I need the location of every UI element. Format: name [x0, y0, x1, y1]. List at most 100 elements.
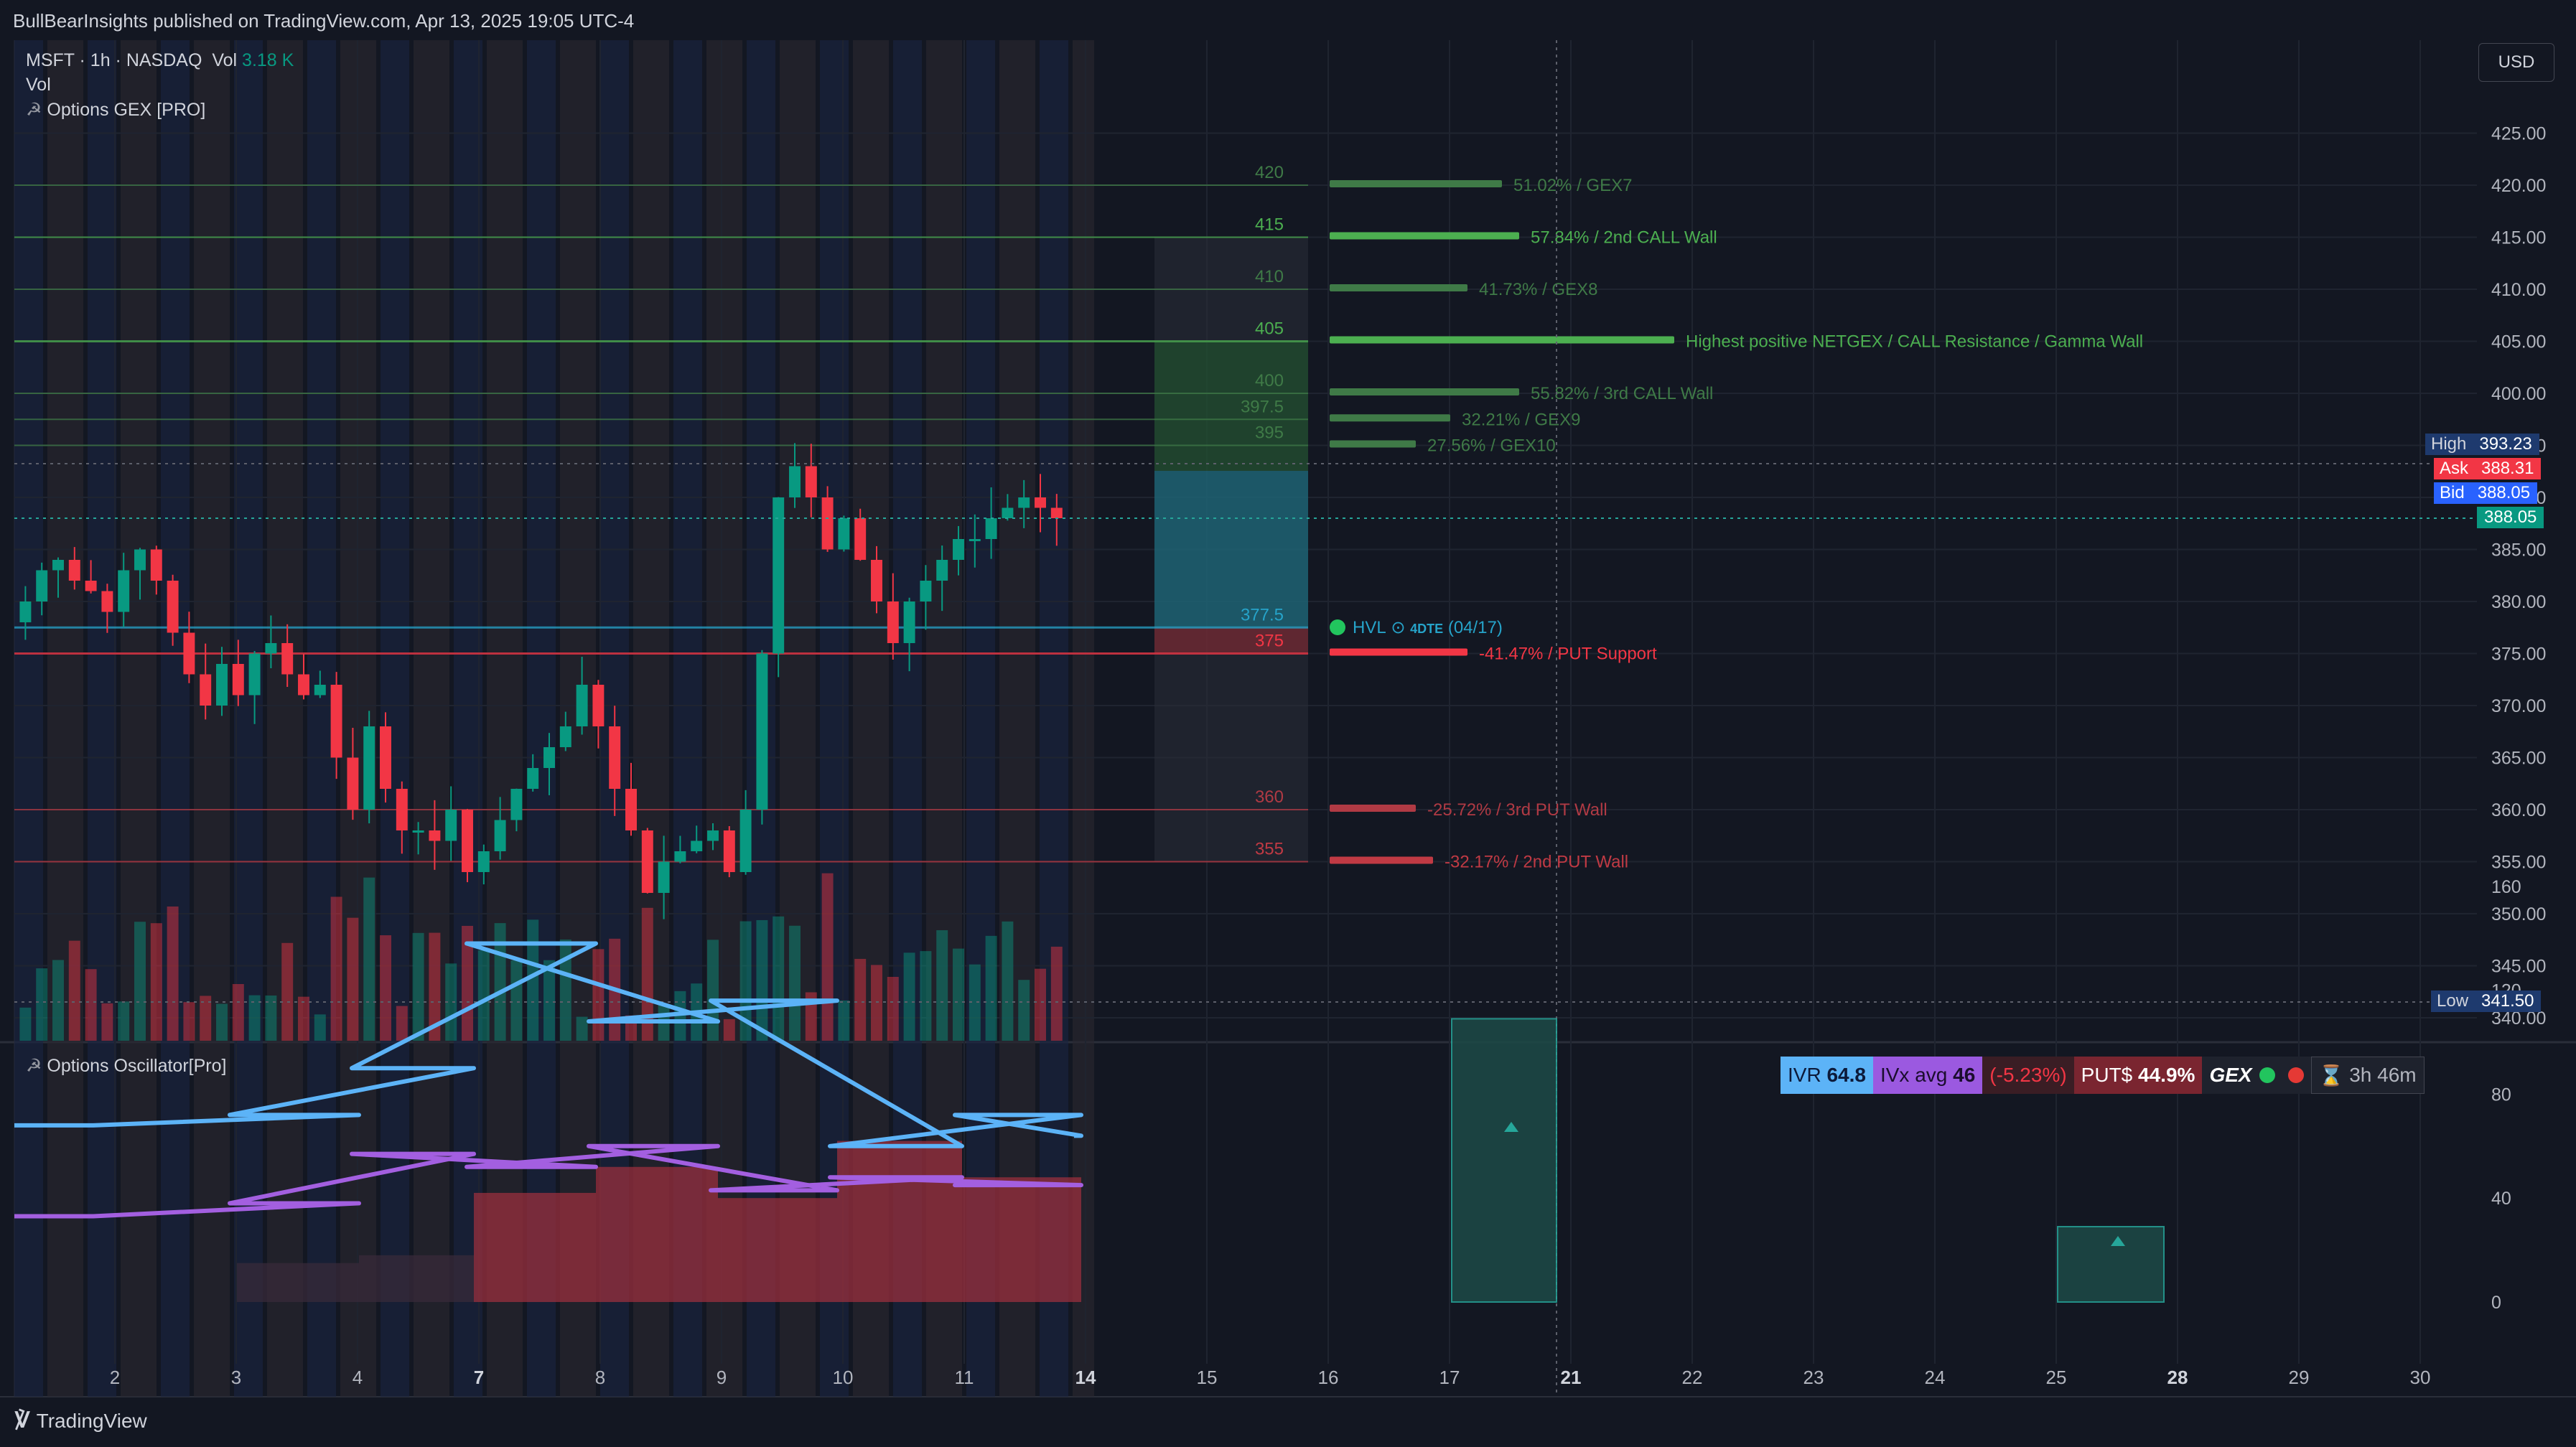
candle-body: [773, 497, 785, 654]
puts-badge[interactable]: PUT$ 44.9%: [2073, 1057, 2203, 1094]
osc-tick: 160: [2491, 877, 2521, 897]
candle-body: [641, 830, 653, 893]
volume-bar: [1035, 968, 1046, 1041]
strike-label: 355: [1255, 840, 1284, 859]
candle-body: [691, 840, 703, 851]
candle-body: [658, 861, 670, 893]
session-stripe: [999, 40, 1035, 1397]
high-label: High: [2425, 434, 2473, 455]
time-axis[interactable]: 2 3 4 7 8 9 10 11 14 15 16 17 21 22 23 24 25 28 29 30: [110, 1367, 2431, 1388]
candle-body: [330, 685, 342, 758]
last-value: 388.05: [2477, 507, 2544, 528]
time-tick: 28: [2167, 1367, 2188, 1388]
symbol-info[interactable]: MSFT · 1h · NASDAQ: [26, 50, 202, 70]
oscillator-icon: ☭: [26, 1056, 42, 1076]
oscillator-fill: [837, 1141, 962, 1302]
gex-badge[interactable]: GEX: [2202, 1057, 2311, 1094]
last-price-label: 388.05: [2477, 507, 2544, 528]
candle-body: [216, 664, 228, 706]
session-stripe: [194, 40, 230, 1397]
publish-info: BullBearInsights published on TradingVie…: [13, 10, 635, 32]
candle-body: [36, 570, 48, 601]
stats-bar[interactable]: IVR 64.8 IVx avg 46 (-5.23%) PUT$ 44.9% …: [1781, 1057, 2425, 1094]
currency-button[interactable]: USD: [2478, 43, 2554, 82]
volume-bar: [363, 877, 375, 1041]
volume-bar: [936, 929, 948, 1041]
candle-body: [167, 581, 179, 633]
price-tick: 415.00: [2491, 228, 2546, 248]
gex-label: -32.17% / 2nd PUT Wall: [1445, 853, 1628, 872]
vol-legend[interactable]: Vol: [26, 75, 51, 95]
oscillator-line: [14, 941, 1083, 1148]
time-tick: 17: [1439, 1367, 1460, 1388]
candle-body: [118, 570, 130, 612]
volume-bar: [68, 940, 80, 1041]
session-stripe: [267, 40, 303, 1397]
timer-badge[interactable]: ⌛ 3h 46m: [2310, 1057, 2425, 1094]
candle-body: [936, 560, 948, 581]
gex-bar: [1330, 284, 1467, 291]
ivr-badge[interactable]: IVR 64.8: [1781, 1057, 1873, 1094]
volume-bar: [674, 991, 686, 1041]
ask-price-label: Ask 388.31: [2434, 458, 2542, 479]
time-tick: 30: [2410, 1367, 2431, 1388]
time-tick: 29: [2289, 1367, 2310, 1388]
volume-bar: [19, 1007, 32, 1041]
volume-bar: [985, 935, 997, 1041]
volume-bar: [871, 965, 882, 1041]
gex-bar: [1330, 232, 1519, 240]
oscillator-legend[interactable]: ☭ Options Oscillator[Pro]: [26, 1055, 226, 1077]
volume-bar: [707, 940, 719, 1041]
volume-bar: [953, 948, 964, 1041]
price-tick: 350.00: [2491, 904, 2546, 924]
volume-bar: [543, 960, 555, 1041]
candle-body: [887, 601, 899, 643]
oscillator-fill: [359, 1255, 474, 1302]
gex-levels: 420 51.02% / GEX7 415 57.84% / 2nd CALL Wal…: [14, 163, 2143, 872]
gex-label: -25.72% / 3rd PUT Wall: [1427, 800, 1607, 820]
candle-body: [1050, 507, 1063, 518]
session-stripe: [1073, 40, 1094, 1397]
price-tick: 355.00: [2491, 853, 2546, 873]
vol-value: 3.18 K: [242, 50, 294, 70]
footer[interactable]: ℣ TradingView: [14, 1408, 147, 1433]
oscillator-axis[interactable]: 16012080400: [2491, 877, 2521, 1313]
candle-body: [298, 674, 309, 696]
gex-label: -41.47% / PUT Support: [1479, 645, 1657, 664]
strike-label: 415: [1255, 215, 1284, 235]
high-value: 393.23: [2472, 434, 2539, 455]
ivx-badge[interactable]: IVx avg 46: [1872, 1057, 1983, 1094]
volume-bar: [756, 919, 768, 1041]
volume-bar: [887, 976, 899, 1041]
hvl-zone-fill: [1154, 471, 1308, 627]
footer-brand: TradingView: [36, 1409, 147, 1432]
symbol-legend[interactable]: MSFT · 1h · NASDAQ Vol 3.18 K: [26, 50, 294, 71]
gex-bar: [1330, 805, 1416, 812]
oscillator-pane[interactable]: [14, 941, 2165, 1303]
volume-bar: [347, 917, 359, 1041]
candle-body: [674, 851, 686, 862]
low-label: Low: [2431, 991, 2475, 1012]
indicator-name: Options GEX [PRO]: [47, 100, 206, 120]
price-tick: 365.00: [2491, 749, 2546, 769]
indicator-legend[interactable]: ☭ Options GEX [PRO]: [26, 99, 205, 121]
volume-bar: [330, 896, 342, 1041]
volume-bar: [248, 995, 261, 1041]
time-tick: 23: [1803, 1367, 1824, 1388]
time-tick: 9: [717, 1367, 727, 1388]
strike-label: 420: [1255, 163, 1284, 182]
indicator-icon: ☭: [26, 100, 42, 120]
time-tick: 10: [833, 1367, 854, 1388]
candle-body: [609, 726, 621, 789]
change-badge[interactable]: (-5.23%): [1982, 1057, 2074, 1094]
volume-bar: [494, 923, 506, 1041]
volume-bar: [510, 960, 523, 1041]
vol-label: Vol: [212, 50, 238, 70]
candlesticks[interactable]: [19, 443, 1063, 919]
candle-body: [134, 549, 146, 571]
volume-bar: [477, 950, 490, 1041]
price-tick: 360.00: [2491, 800, 2546, 820]
time-tick: 22: [1682, 1367, 1703, 1388]
volume-bar: [298, 996, 309, 1041]
